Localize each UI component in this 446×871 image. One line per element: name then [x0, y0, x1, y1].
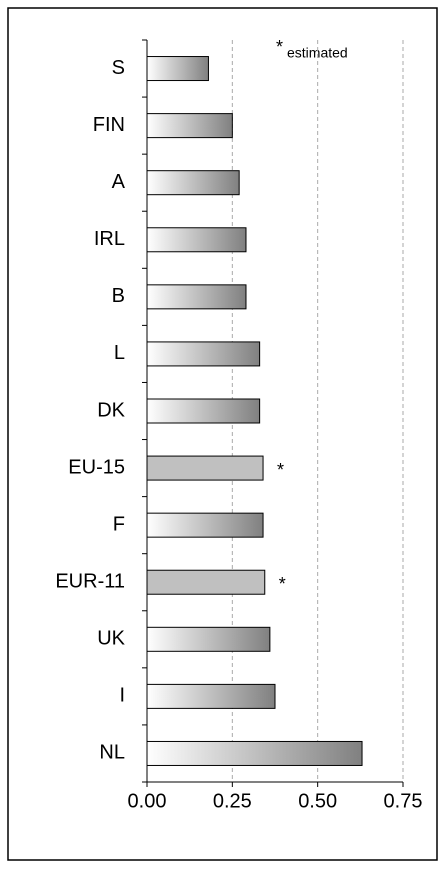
- y-tick-label: F: [113, 513, 125, 535]
- y-tick-label: FIN: [93, 114, 125, 136]
- frame: [7, 7, 438, 861]
- bar: [146, 341, 261, 367]
- y-tick-label: L: [114, 342, 125, 364]
- x-tick-label: 0.25: [213, 790, 252, 812]
- x-tick-label: 0.50: [298, 790, 337, 812]
- note-marker: *: [276, 37, 283, 57]
- y-tick-label: I: [119, 685, 125, 707]
- bar: [146, 455, 264, 481]
- y-tick-label: B: [112, 285, 125, 307]
- y-tick-label: A: [112, 171, 126, 193]
- bar: [146, 683, 276, 709]
- y-tick-label: EU-15: [68, 456, 125, 478]
- y-tick-label: IRL: [94, 228, 125, 250]
- y-tick-label: NL: [99, 742, 125, 764]
- bar: [146, 56, 209, 82]
- y-tick-label: UK: [97, 628, 125, 650]
- y-tick-label: EUR-11: [55, 571, 125, 593]
- note: estimated: [287, 45, 348, 61]
- y-tick-label: S: [112, 57, 125, 79]
- bar: [146, 170, 240, 196]
- bar: [146, 113, 233, 139]
- bar-marker: *: [277, 460, 284, 480]
- x-tick-label: 0.00: [128, 790, 167, 812]
- bar: [146, 512, 264, 538]
- bar: [146, 284, 247, 310]
- bar: [146, 740, 363, 766]
- y-tick-label: DK: [97, 399, 125, 421]
- bar: [146, 398, 261, 424]
- bar: [146, 626, 271, 652]
- x-tick-label: 0.75: [384, 790, 423, 812]
- bar: [146, 569, 266, 595]
- bar: [146, 227, 247, 253]
- bar-marker: *: [279, 574, 286, 594]
